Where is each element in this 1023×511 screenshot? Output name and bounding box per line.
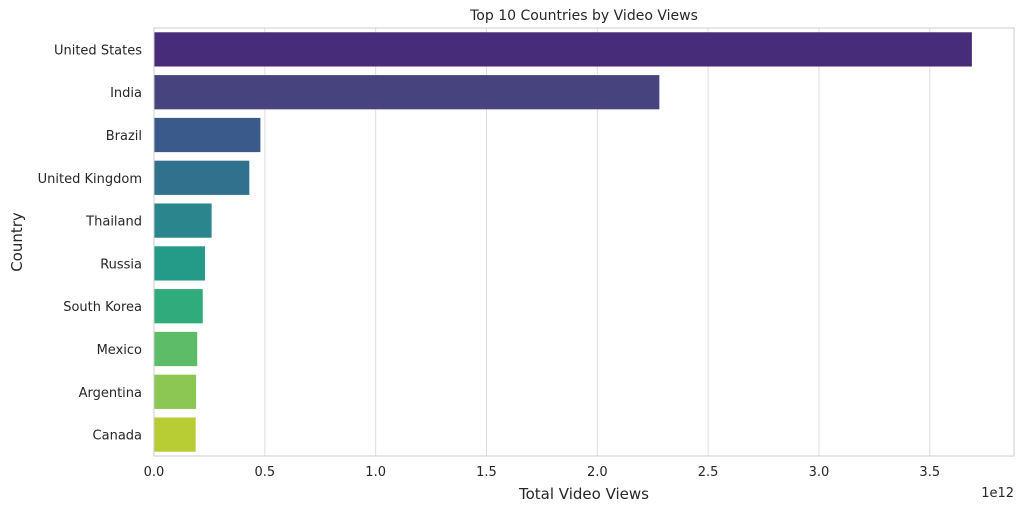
- bar-united-kingdom: [154, 160, 250, 195]
- y-tick-labels: United States India Brazil United Kingdom Th…: [38, 43, 143, 443]
- plot-frame: [153, 27, 1015, 457]
- bar-united-states: [154, 32, 972, 67]
- y-tick-label: Mexico: [97, 343, 142, 358]
- x-tick-labels: 0.0 0.5 1.0 1.5 2.0 2.5 3.0 3.5: [144, 465, 940, 480]
- y-tick-label: Thailand: [85, 215, 142, 230]
- x-tick-label: 3.5: [919, 465, 940, 480]
- bar-argentina: [154, 374, 197, 409]
- x-axis-title: Total Video Views: [518, 485, 649, 503]
- bar-india: [154, 75, 660, 110]
- y-tick-label: India: [110, 86, 142, 101]
- y-axis-title: Country: [8, 212, 26, 272]
- y-tick-label: Russia: [100, 257, 142, 272]
- y-tick-label: Argentina: [79, 386, 142, 401]
- y-tick-label: Brazil: [106, 129, 142, 144]
- y-tick-label: United Kingdom: [38, 172, 142, 187]
- bars: [154, 32, 972, 452]
- bar-brazil: [154, 117, 261, 153]
- bar-canada: [154, 417, 196, 452]
- x-tick-label: 2.5: [698, 465, 719, 480]
- bar-russia: [154, 246, 205, 281]
- x-tick-label: 0.5: [254, 465, 275, 480]
- y-tick-label: United States: [54, 43, 142, 58]
- x-tick-label: 3.0: [809, 465, 830, 480]
- bar-thailand: [154, 203, 212, 238]
- x-tick-label: 2.0: [587, 465, 608, 480]
- x-scale-label: 1e12: [981, 486, 1014, 501]
- x-tick-label: 0.0: [144, 465, 165, 480]
- bar-mexico: [154, 331, 198, 367]
- x-tick-label: 1.0: [365, 465, 386, 480]
- y-tick-label: Canada: [93, 429, 142, 444]
- y-tick-label: South Korea: [63, 300, 142, 315]
- x-tick-label: 1.5: [476, 465, 497, 480]
- bar-south-korea: [154, 289, 203, 324]
- chart-title: Top 10 Countries by Video Views: [469, 8, 698, 24]
